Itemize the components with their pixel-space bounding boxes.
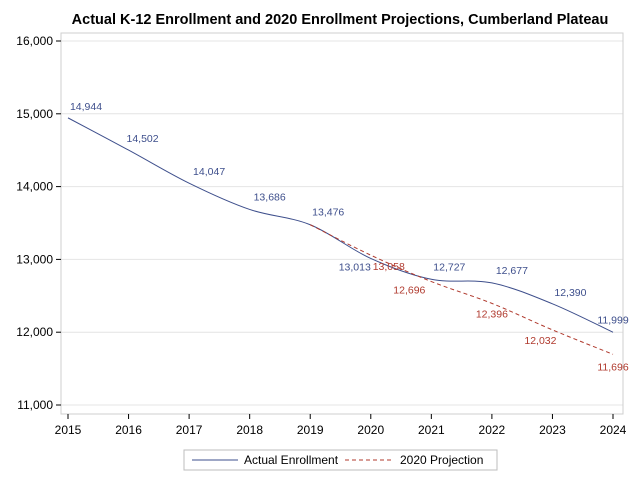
data-label: 11,999 bbox=[597, 314, 628, 326]
data-label: 14,944 bbox=[70, 101, 102, 113]
series-line-actual bbox=[67, 117, 614, 333]
x-tick-label: 2016 bbox=[115, 423, 142, 437]
data-label: 12,696 bbox=[393, 285, 425, 297]
plot-frame bbox=[60, 32, 624, 415]
x-tick-label: 2020 bbox=[357, 423, 384, 437]
data-label: 11,696 bbox=[597, 361, 628, 373]
x-tick-label: 2023 bbox=[539, 423, 566, 437]
data-label: 12,677 bbox=[496, 265, 528, 277]
x-tick-label: 2019 bbox=[297, 423, 324, 437]
y-tick-label: 13,000 bbox=[16, 252, 53, 266]
data-label: 13,686 bbox=[254, 191, 286, 203]
data-label: 12,727 bbox=[433, 261, 465, 273]
data-label: 12,032 bbox=[524, 335, 556, 347]
data-label: 12,396 bbox=[476, 308, 508, 320]
gridlines bbox=[61, 40, 623, 406]
x-tick-label: 2015 bbox=[55, 423, 82, 437]
axes: 11,000 12,000 13,000 14,000 15,000 16,000 2015… bbox=[16, 34, 626, 437]
chart-title: Actual K-12 Enrollment and 2020 Enrollme… bbox=[72, 12, 609, 28]
legend-label: Actual Enrollment bbox=[244, 453, 339, 467]
legend-box bbox=[183, 449, 498, 471]
y-tick-label: 12,000 bbox=[16, 325, 53, 339]
x-tick-label: 2017 bbox=[176, 423, 203, 437]
x-tick-label: 2018 bbox=[236, 423, 263, 437]
x-tick-label: 2021 bbox=[418, 423, 445, 437]
legend: Actual Enrollment 2020 Projection bbox=[183, 449, 498, 471]
data-label: 13,013 bbox=[339, 261, 371, 273]
y-tick-label: 16,000 bbox=[16, 34, 53, 48]
data-label: 12,390 bbox=[554, 287, 586, 299]
y-tick-label: 15,000 bbox=[16, 107, 53, 121]
data-label: 14,047 bbox=[193, 166, 225, 178]
x-tick-label: 2024 bbox=[600, 423, 627, 437]
data-label: 14,502 bbox=[126, 133, 158, 145]
data-labels: 14,944 14,502 14,047 13,686 13,476 13,013 12,7… bbox=[70, 101, 629, 373]
legend-label: 2020 Projection bbox=[400, 453, 483, 467]
data-label: 13,058 bbox=[373, 261, 405, 273]
data-label: 13,476 bbox=[312, 207, 344, 219]
y-tick-label: 14,000 bbox=[16, 180, 53, 194]
y-tick-label: 11,000 bbox=[17, 398, 53, 412]
x-tick-label: 2022 bbox=[479, 423, 506, 437]
series-lines bbox=[67, 117, 614, 355]
